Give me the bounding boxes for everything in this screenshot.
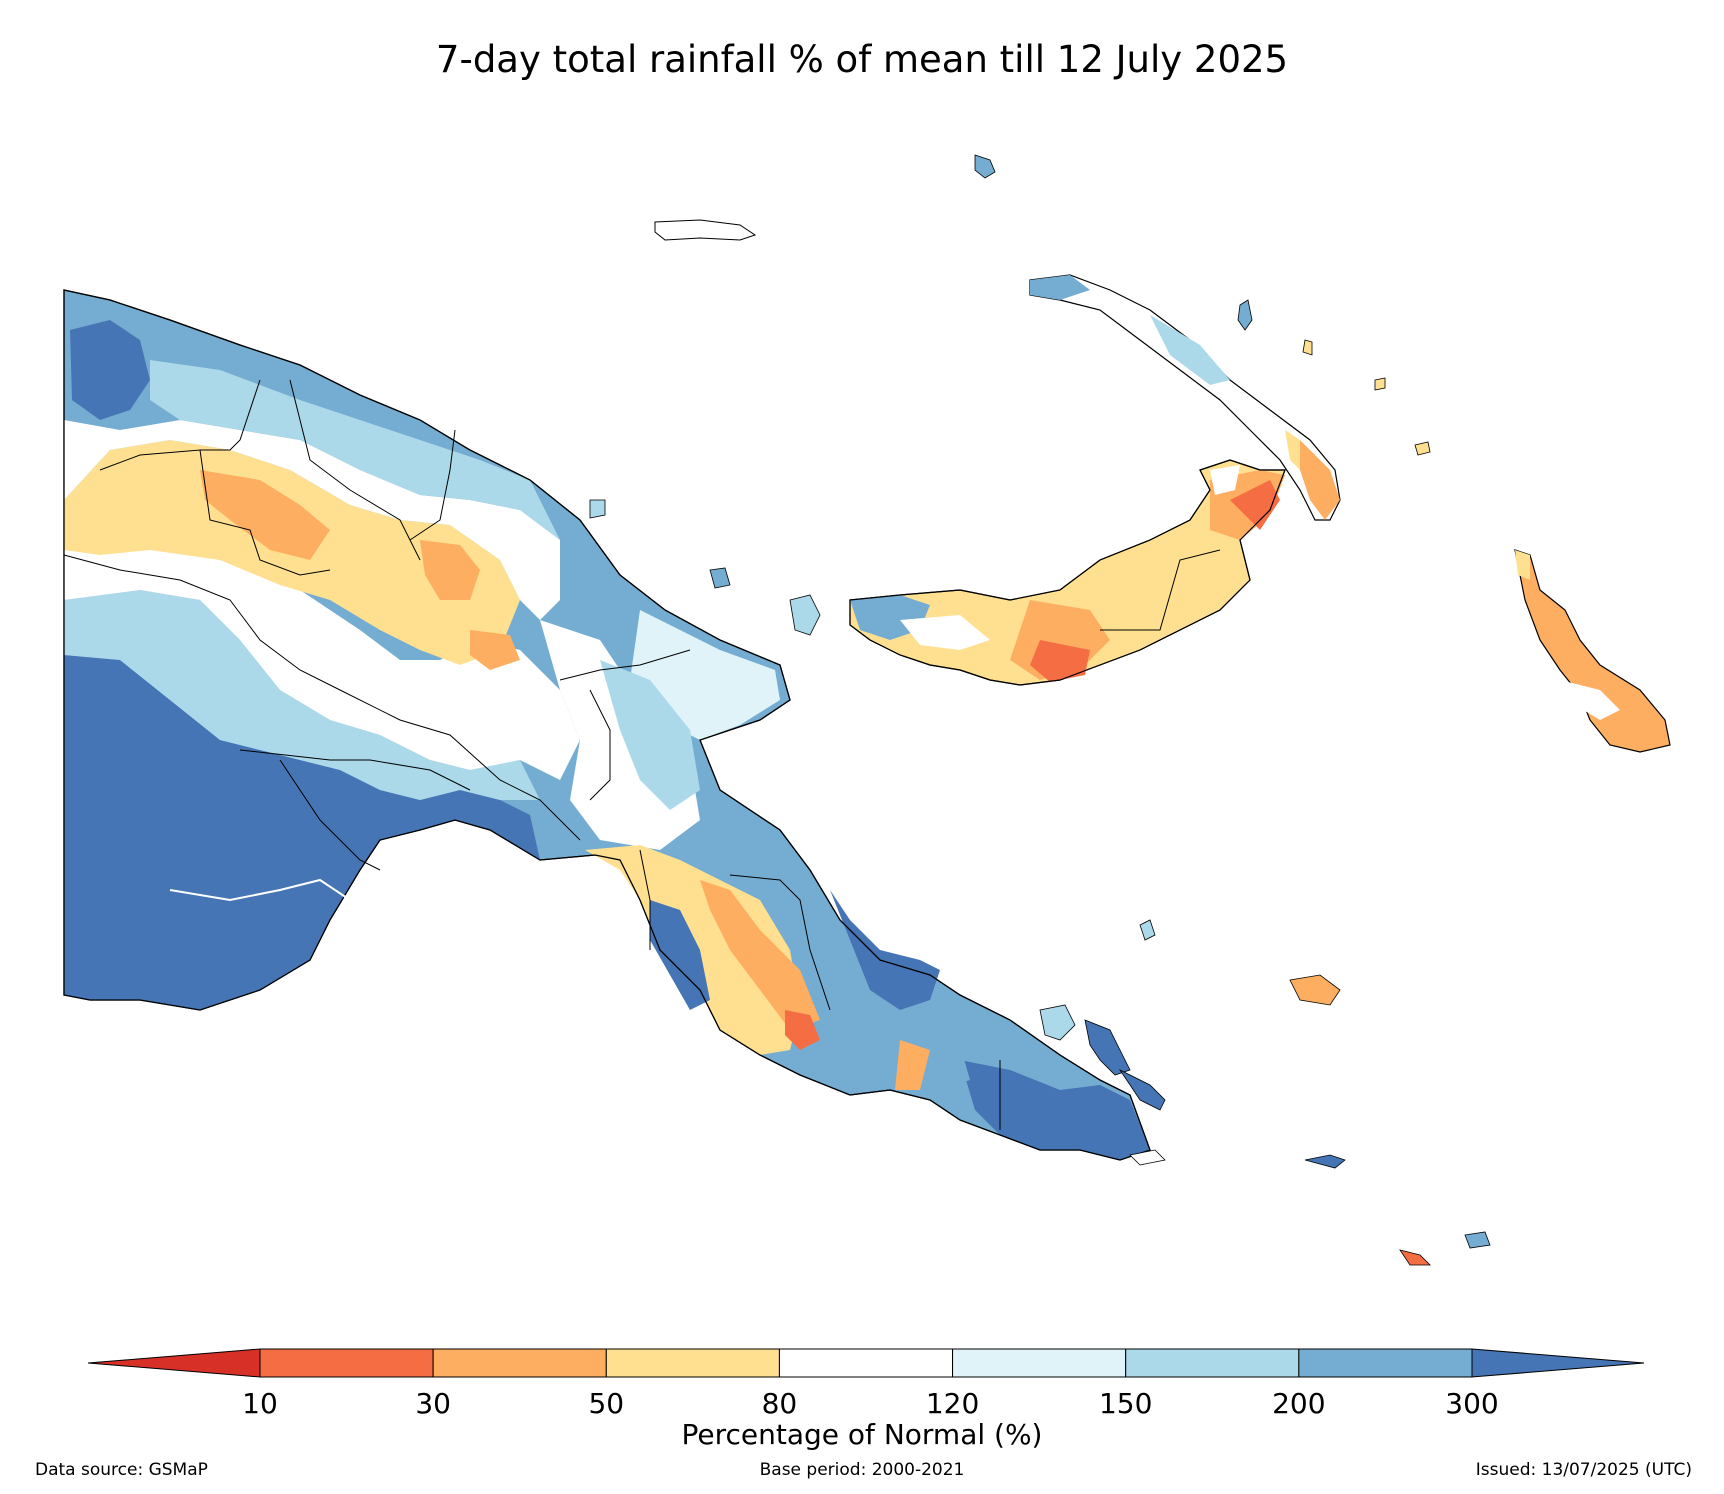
colorbar-bin (952, 1348, 1127, 1378)
colorbar-tick-label: 80 (761, 1387, 798, 1420)
new-ireland (1029, 274, 1341, 521)
contour-80-120-west (64, 545, 580, 780)
contour-200-300-ni-north (1030, 275, 1090, 300)
contour-50-80-ni-south (1285, 430, 1300, 470)
colorbar-tick-label: 150 (1098, 1387, 1153, 1420)
colorbar-label: Percentage of Normal (%) (681, 1418, 1043, 1451)
footer-issued: Issued: 13/07/2025 (UTC) (1475, 1460, 1692, 1480)
contour-30-50-milne-west (895, 1040, 930, 1090)
fly-river (169, 878, 351, 902)
new-britain (849, 459, 1286, 686)
contour-150-200-north (150, 360, 560, 540)
footer-base-period: Base period: 2000-2021 (759, 1460, 965, 1480)
contour-over-300-nw (70, 320, 150, 420)
contour-150-200-morobe (600, 660, 700, 810)
contour-30-50-ni-south (1300, 440, 1340, 520)
colorbar-tick-label: 10 (242, 1387, 278, 1420)
contour-over-300-central (650, 900, 710, 1010)
contour-80-120-gazelle (1210, 465, 1240, 495)
colorbar-bin (432, 1348, 607, 1378)
colorbar-bin (605, 1348, 780, 1378)
colorbar-bin (778, 1348, 954, 1378)
contour-30-50-enga (470, 630, 520, 670)
contour-over-300-oro (800, 880, 940, 1010)
contour-30-50-highlands-east (420, 540, 480, 600)
province-boundaries (63, 379, 1001, 1130)
colorbar-bin (1298, 1348, 1473, 1378)
colorbar-tick-label: 50 (588, 1387, 625, 1420)
colorbar-bin (1125, 1348, 1300, 1378)
contour-80-120-nb-west (900, 615, 990, 650)
manus-island (654, 154, 996, 241)
contour-30-50-highlands (200, 470, 330, 560)
colorbar-bin (259, 1348, 434, 1378)
contour-80-120-north (64, 420, 560, 620)
contour-10-30-nb-south (1030, 640, 1090, 682)
mainland (63, 289, 1151, 1161)
contour-10-30-owen-stanley (785, 1010, 820, 1050)
small-islands (589, 299, 1491, 1266)
contour-over-300-milnebay (960, 1060, 1150, 1160)
contour-30-50-owen-stanley (700, 880, 820, 1030)
bougainville (1514, 549, 1671, 753)
map-title: 7-day total rainfall % of mean till 12 J… (435, 38, 1289, 81)
colorbar-extend-low (87, 1348, 261, 1378)
contour-over-300-southwest (64, 655, 540, 1010)
contour-150-200-ni-mid (1150, 315, 1230, 385)
contour-10-30-nb-east (1230, 480, 1280, 530)
colorbar-extend-high (1471, 1348, 1645, 1378)
colorbar-tick-label: 300 (1445, 1387, 1499, 1420)
colorbar-tick-label: 200 (1272, 1387, 1326, 1420)
contour-150-200-west (64, 590, 540, 800)
colorbar-tick-label: 30 (415, 1387, 451, 1420)
footer-source: Data source: GSMaP (35, 1460, 208, 1480)
colorbar-tick-label: 120 (925, 1387, 980, 1420)
